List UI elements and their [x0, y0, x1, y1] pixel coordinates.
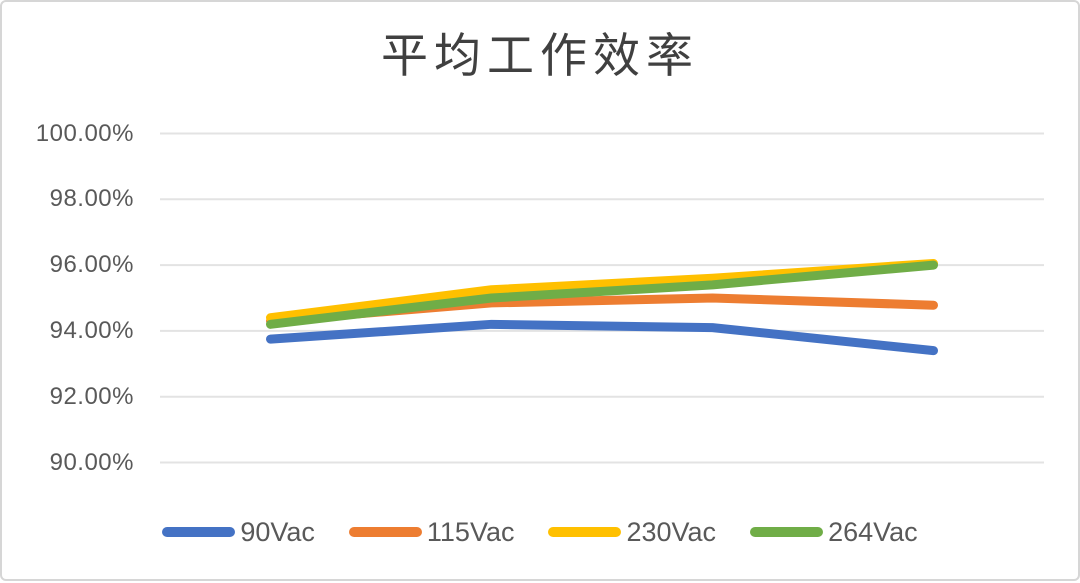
chart-title: 平均工作效率 — [381, 29, 699, 84]
y-axis-tick-label: 90.00% — [49, 448, 134, 476]
legend-item-115vac: 115Vac — [348, 516, 515, 547]
legend-item-230vac: 230Vac — [548, 516, 717, 547]
series-swatch-icon — [162, 527, 236, 537]
legend-label: 264Vac — [828, 516, 918, 547]
series-swatch-icon — [548, 527, 622, 537]
legend: 90Vac 115Vac 230Vac 264Vac — [2, 514, 1078, 550]
series-swatch-icon — [348, 527, 422, 537]
legend-label: 90Vac — [240, 516, 315, 547]
y-axis-tick-label: 100.00% — [35, 119, 134, 147]
legend-label: 115Vac — [426, 516, 515, 547]
series-swatch-icon — [750, 527, 824, 537]
legend-label: 230Vac — [626, 516, 717, 547]
y-axis-tick-label: 96.00% — [49, 251, 134, 279]
series-line-90Vac — [266, 319, 938, 356]
series-line-264Vac — [266, 260, 938, 329]
legend-item-264vac: 264Vac — [750, 516, 918, 547]
y-axis-tick-label: 92.00% — [49, 382, 134, 410]
y-axis-tick-label: 98.00% — [49, 185, 134, 213]
legend-item-90vac: 90Vac — [162, 516, 315, 547]
y-axis-tick-label: 94.00% — [49, 316, 134, 344]
